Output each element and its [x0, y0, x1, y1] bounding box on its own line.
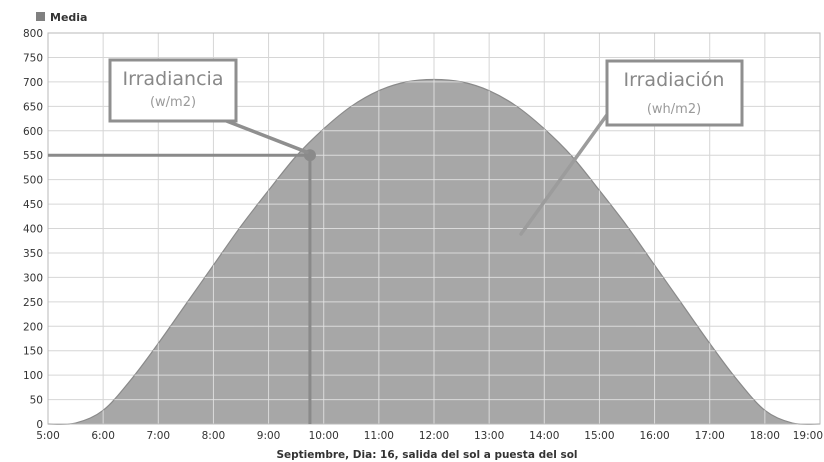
- y-tick-label: 650: [23, 101, 43, 113]
- x-tick-label: 12:00: [419, 430, 449, 442]
- legend[interactable]: Media: [36, 11, 87, 24]
- x-tick-label: 13:00: [474, 430, 504, 442]
- y-tick-label: 350: [23, 248, 43, 260]
- x-tick-label: 18:00: [750, 430, 780, 442]
- plot-border: [47, 32, 821, 425]
- y-tick-label: 400: [23, 224, 43, 236]
- y-tick-label: 500: [23, 175, 43, 187]
- x-tick-label: 9:00: [257, 430, 281, 442]
- y-tick-label: 200: [23, 321, 43, 333]
- y-tick-label: 550: [23, 150, 43, 162]
- y-tick-label: 100: [23, 370, 43, 382]
- x-tick-label: 6:00: [91, 430, 115, 442]
- irradiancia-unit: (w/m2): [150, 95, 196, 110]
- x-tick-label: 10:00: [309, 430, 339, 442]
- irradiancia-title: Irradiancia: [123, 68, 224, 90]
- x-tick-label: 14:00: [529, 430, 559, 442]
- y-tick-label: 150: [23, 346, 43, 358]
- x-tick-label: 7:00: [146, 430, 170, 442]
- y-tick-labels: 0 50 100 150 200 250 300 350 400 450 500 550 600 650 7…: [23, 28, 43, 431]
- legend-label-media: Media: [50, 11, 87, 24]
- y-tick-label: 450: [23, 199, 43, 211]
- y-tick-label: 700: [23, 77, 43, 89]
- irradiacion-pointer-line: [519, 110, 611, 236]
- legend-swatch-media: [36, 12, 45, 21]
- x-tick-label: 8:00: [202, 430, 226, 442]
- annotations: Irradiancia (w/m2) Irradiación (wh/m2): [48, 58, 744, 424]
- irradiacion-title: Irradiación: [624, 69, 725, 91]
- x-tick-label: 19:00: [793, 430, 823, 442]
- y-tick-label: 750: [23, 52, 43, 64]
- irradiancia-callout-box: [108, 58, 238, 123]
- x-tick-labels: 5:00 6:00 7:00 8:00 9:00 10:00 11:00 12:00 13:00…: [36, 430, 823, 442]
- irradiacion-callout-box: [605, 59, 744, 127]
- x-axis-title: Septiembre, Dia: 16, salida del sol a pu…: [276, 449, 577, 461]
- y-tick-label: 800: [23, 28, 43, 40]
- x-tick-label: 11:00: [364, 430, 394, 442]
- x-tick-label: 5:00: [36, 430, 60, 442]
- irradiacion-unit: (wh/m2): [647, 102, 701, 117]
- x-tick-label: 17:00: [695, 430, 725, 442]
- y-tick-label: 300: [23, 272, 43, 284]
- y-tick-label: 0: [36, 419, 43, 431]
- x-tick-label: 16:00: [639, 430, 669, 442]
- y-tick-label: 50: [30, 395, 43, 407]
- irradiancia-pointer-line: [222, 118, 309, 154]
- y-tick-label: 250: [23, 297, 43, 309]
- y-tick-label: 600: [23, 126, 43, 138]
- x-tick-label: 15:00: [584, 430, 614, 442]
